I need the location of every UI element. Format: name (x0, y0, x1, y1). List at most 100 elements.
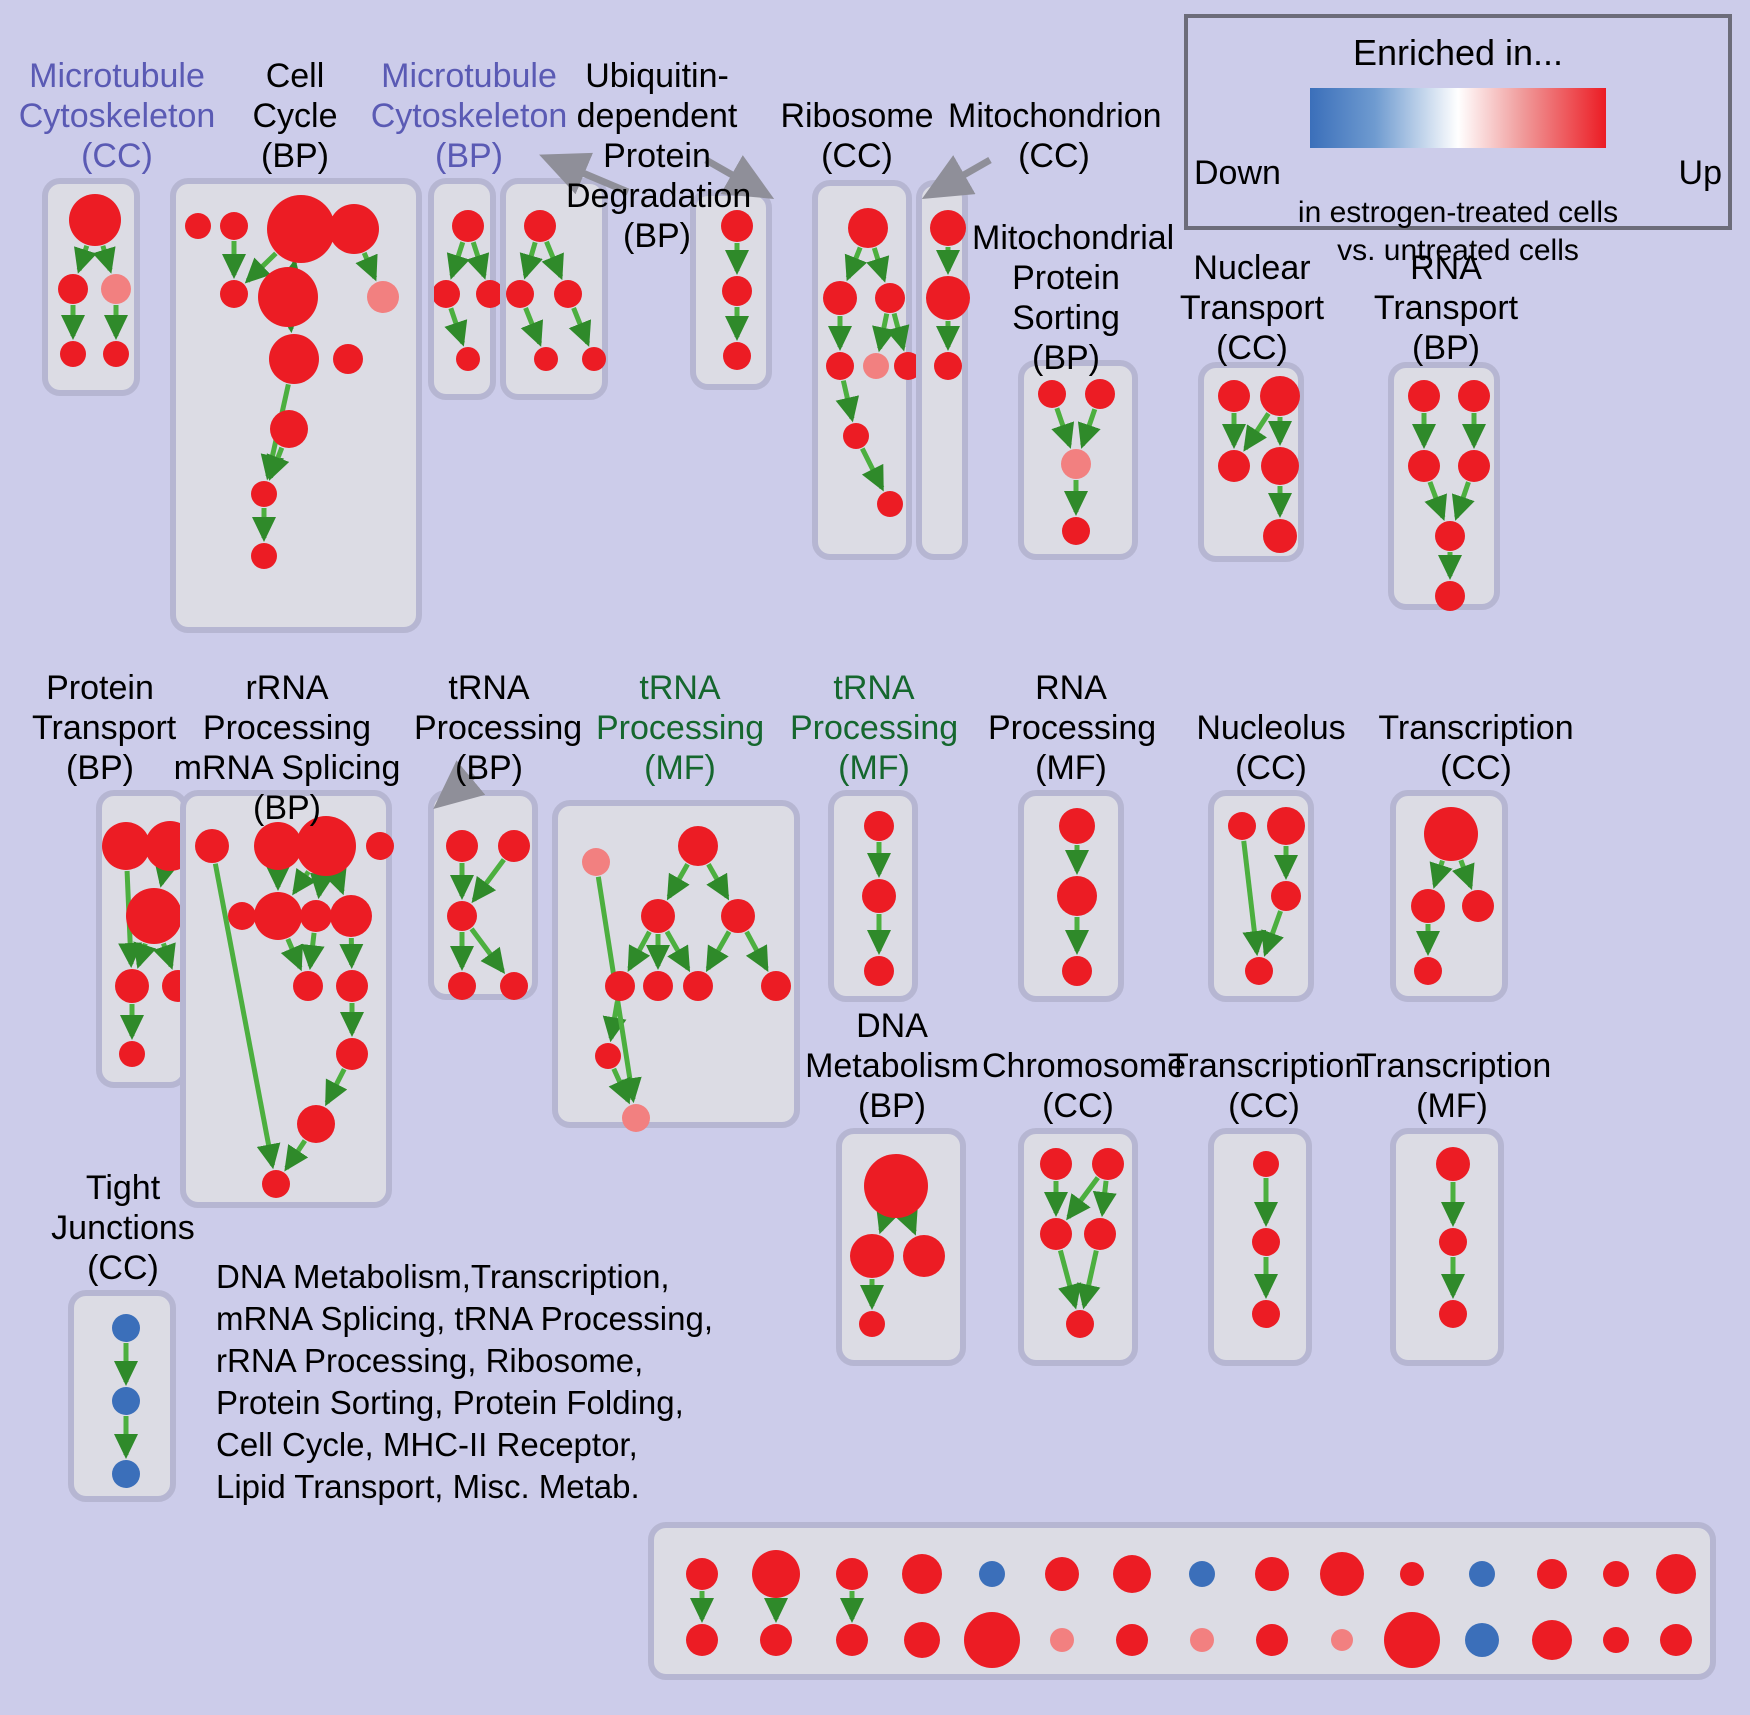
graph-node[interactable] (254, 822, 302, 870)
graph-node[interactable] (641, 899, 675, 933)
graph-node[interactable] (1228, 812, 1256, 840)
graph-node[interactable] (1439, 1228, 1467, 1256)
graph-node[interactable] (1038, 380, 1066, 408)
graph-node[interactable] (926, 276, 970, 320)
graph-node[interactable] (300, 900, 332, 932)
graph-node[interactable] (1424, 807, 1478, 861)
cluster-box-misc-bottom-row[interactable] (648, 1522, 1716, 1680)
graph-node[interactable] (1458, 450, 1490, 482)
graph-node[interactable] (1435, 521, 1465, 551)
cluster-box-microtubule-cytoskeleton-bp[interactable] (428, 178, 502, 400)
graph-node[interactable] (862, 879, 896, 913)
graph-node[interactable] (836, 1558, 868, 1590)
graph-node[interactable] (1092, 1148, 1124, 1180)
graph-node[interactable] (498, 830, 530, 862)
graph-node[interactable] (1469, 1561, 1495, 1587)
graph-node[interactable] (254, 892, 302, 940)
graph-node[interactable] (864, 1154, 928, 1218)
graph-node[interactable] (434, 280, 460, 308)
cluster-box-trna-processing-mf-2[interactable] (828, 790, 918, 1002)
graph-node[interactable] (270, 410, 308, 448)
graph-node[interactable] (1261, 447, 1299, 485)
graph-node[interactable] (1189, 1561, 1215, 1587)
graph-node[interactable] (848, 208, 888, 248)
graph-node[interactable] (761, 971, 791, 1001)
graph-node[interactable] (643, 971, 673, 1001)
graph-node[interactable] (1062, 517, 1090, 545)
graph-node[interactable] (1400, 1562, 1424, 1586)
graph-node[interactable] (185, 213, 211, 239)
graph-node[interactable] (101, 274, 131, 304)
graph-node[interactable] (119, 1041, 145, 1067)
graph-node[interactable] (1057, 876, 1097, 916)
graph-node[interactable] (859, 1311, 885, 1337)
cluster-box-cell-cycle-bp[interactable] (170, 178, 422, 633)
cluster-box-dna-metabolism-bp[interactable] (836, 1128, 966, 1366)
graph-node[interactable] (823, 281, 857, 315)
graph-node[interactable] (220, 212, 248, 240)
graph-node[interactable] (1436, 1147, 1470, 1181)
graph-node[interactable] (447, 901, 477, 931)
graph-node[interactable] (1255, 1557, 1289, 1591)
graph-node[interactable] (1085, 379, 1115, 409)
cluster-box-mitochondrial-protein-sorting-bp[interactable] (1018, 360, 1138, 560)
graph-node[interactable] (930, 210, 966, 246)
graph-node[interactable] (1066, 1310, 1094, 1338)
graph-node[interactable] (60, 341, 86, 367)
cluster-box-ribosome-cc[interactable] (812, 180, 918, 560)
graph-node[interactable] (333, 344, 363, 374)
graph-node[interactable] (1116, 1624, 1148, 1656)
cluster-box-transcription-cc-top[interactable] (1390, 790, 1508, 1002)
graph-node[interactable] (864, 956, 894, 986)
cluster-box-rna-transport-bp[interactable] (1388, 362, 1500, 611)
graph-node[interactable] (1331, 1629, 1353, 1651)
graph-node[interactable] (195, 829, 229, 863)
graph-node[interactable] (330, 895, 372, 937)
graph-node[interactable] (329, 204, 379, 254)
graph-node[interactable] (524, 210, 556, 242)
graph-node[interactable] (683, 971, 713, 1001)
graph-node[interactable] (251, 481, 277, 507)
graph-node[interactable] (267, 195, 335, 263)
graph-node[interactable] (1059, 808, 1095, 844)
cluster-box-microtubule-cytoskeleton-cc[interactable] (42, 178, 140, 396)
cluster-box-rrna-processing-mrna-splicing-bp[interactable] (180, 790, 394, 1208)
graph-node[interactable] (115, 969, 149, 1003)
graph-node[interactable] (367, 281, 399, 313)
graph-node[interactable] (554, 280, 582, 308)
graph-node[interactable] (1045, 1557, 1079, 1591)
graph-node[interactable] (1050, 1628, 1074, 1652)
graph-node[interactable] (476, 280, 502, 308)
cluster-box-trna-processing-mf-1[interactable] (552, 800, 800, 1132)
graph-node[interactable] (686, 1558, 718, 1590)
graph-node[interactable] (1245, 957, 1273, 985)
graph-node[interactable] (1040, 1218, 1072, 1250)
cluster-box-trna-processing-bp[interactable] (428, 790, 538, 1000)
graph-node[interactable] (1462, 890, 1494, 922)
graph-node[interactable] (1252, 1228, 1280, 1256)
cluster-box-nuclear-transport-cc[interactable] (1198, 362, 1304, 562)
graph-node[interactable] (1252, 1300, 1280, 1328)
graph-node[interactable] (903, 1235, 945, 1277)
cluster-box-ubiquitin-dependent-protein-degradation-bp[interactable] (500, 178, 608, 400)
graph-node[interactable] (1660, 1624, 1692, 1656)
cluster-box-rna-processing-mf[interactable] (1018, 790, 1124, 1002)
graph-node[interactable] (1218, 380, 1250, 412)
graph-node[interactable] (1411, 889, 1445, 923)
graph-node[interactable] (1260, 376, 1300, 416)
graph-node[interactable] (69, 194, 121, 246)
graph-node[interactable] (336, 1038, 368, 1070)
cluster-box-protein-transport-bp[interactable] (96, 790, 194, 1088)
graph-node[interactable] (293, 971, 323, 1001)
graph-node[interactable] (1253, 1151, 1279, 1177)
graph-node[interactable] (934, 352, 962, 380)
graph-node[interactable] (534, 347, 558, 371)
graph-node[interactable] (678, 826, 718, 866)
graph-node[interactable] (622, 1104, 650, 1132)
graph-node[interactable] (1218, 450, 1250, 482)
graph-node[interactable] (112, 1387, 140, 1415)
graph-node[interactable] (258, 267, 318, 327)
graph-node[interactable] (605, 971, 635, 1001)
graph-node[interactable] (102, 822, 150, 870)
graph-node[interactable] (112, 1314, 140, 1342)
